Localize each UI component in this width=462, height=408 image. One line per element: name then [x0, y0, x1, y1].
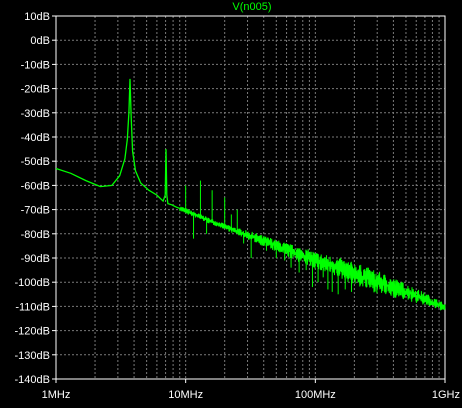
y-tick-label: 0dB: [30, 35, 50, 47]
x-tick-labels: 1MHz 10MHz 100MHz 1GHz: [42, 389, 460, 401]
x-tick-label: 1MHz: [42, 389, 71, 401]
y-tick-label: -50dB: [21, 156, 50, 168]
y-tick-label: -60dB: [21, 180, 50, 192]
x-tick-label: 1GHz: [432, 389, 460, 401]
y-tick-label: -140dB: [15, 374, 50, 386]
x-tick-label: 10MHz: [168, 389, 203, 401]
y-tick-label: -10dB: [21, 59, 50, 71]
y-tick-label: -80dB: [21, 229, 50, 241]
y-tick-label: 10dB: [24, 11, 50, 23]
y-tick-label: -100dB: [15, 277, 50, 289]
y-tick-label: -110dB: [15, 301, 50, 313]
chart-title: V(n005): [232, 1, 271, 13]
y-tick-label: -90dB: [21, 253, 50, 265]
x-tick-label: 100MHz: [295, 389, 336, 401]
trace-noise-band: [179, 206, 446, 311]
plot-frame: [55, 15, 446, 380]
y-tick-label: -20dB: [21, 84, 50, 96]
y-tick-label: -70dB: [21, 205, 50, 217]
traces: [55, 78, 446, 311]
y-tick-label: -30dB: [21, 108, 50, 120]
y-tick-label: -40dB: [21, 132, 50, 144]
y-tick-label: -130dB: [15, 350, 50, 362]
y-tick-label: -120dB: [15, 326, 50, 338]
y-tick-labels: 10dB 0dB -10dB -20dB -30dB -40dB -50dB -60dB -70…: [15, 11, 50, 386]
